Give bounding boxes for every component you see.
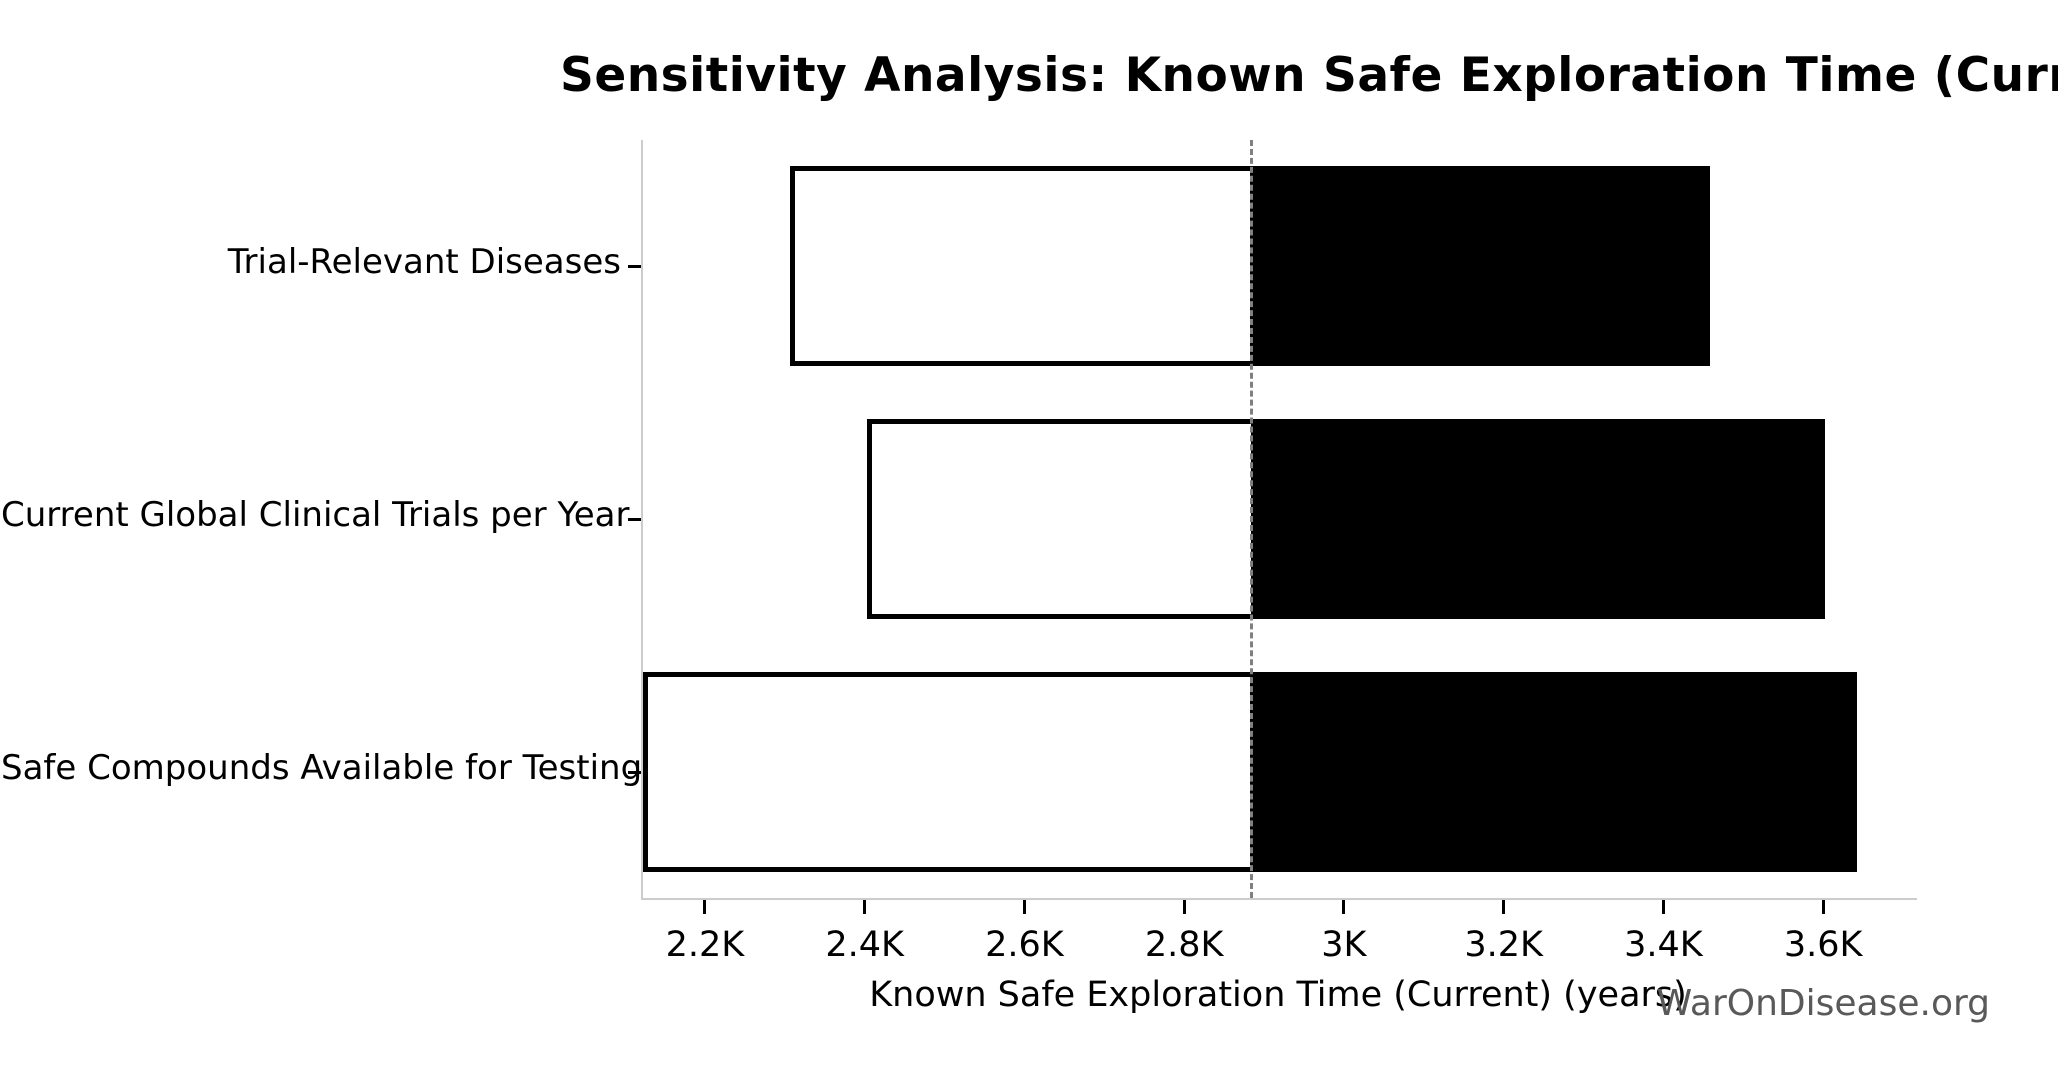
x-tick-label: 2.2K <box>665 925 745 965</box>
x-tick-label: 2.4K <box>825 925 904 965</box>
x-tick-label: 3.6K <box>1783 925 1863 965</box>
x-tick-mark <box>1821 900 1825 914</box>
x-axis-label: Known Safe Exploration Time (Current) (y… <box>869 975 1687 1015</box>
y-tick-mark <box>628 265 641 269</box>
x-tick-mark <box>1182 900 1186 914</box>
x-tick-label: 3.2K <box>1464 925 1543 965</box>
sensitivity-bar <box>866 418 1826 619</box>
x-tick-label: 2.6K <box>985 925 1064 965</box>
bar-low-segment <box>794 171 1251 362</box>
x-tick-label: 2.8K <box>1144 925 1224 965</box>
x-tick-mark <box>1661 900 1665 914</box>
baseline-dashed-line <box>1250 140 1254 898</box>
bar-low-segment <box>871 423 1252 614</box>
x-tick-label: 3.4K <box>1624 925 1703 965</box>
category-label: Trial-Relevant Diseases <box>227 242 621 283</box>
y-tick-mark <box>628 518 641 521</box>
x-tick-mark <box>1502 900 1506 914</box>
x-tick-mark <box>703 900 707 914</box>
chart-title: Sensitivity Analysis: Known Safe Explora… <box>560 48 2058 103</box>
plot-area <box>628 140 1917 900</box>
x-tick-mark <box>1342 900 1346 914</box>
x-tick-label: 3K <box>1321 925 1367 965</box>
x-tick-mark <box>863 900 867 914</box>
category-label: Current Global Clinical Trials per Year <box>1 495 630 535</box>
bar-low-segment <box>648 676 1251 867</box>
y-tick-mark <box>628 770 641 774</box>
sensitivity-bar <box>789 166 1711 367</box>
x-tick-mark <box>1022 900 1026 914</box>
watermark-text: WarOnDisease.org <box>1656 983 1990 1024</box>
category-label: Safe Compounds Available for Testing <box>1 747 643 788</box>
